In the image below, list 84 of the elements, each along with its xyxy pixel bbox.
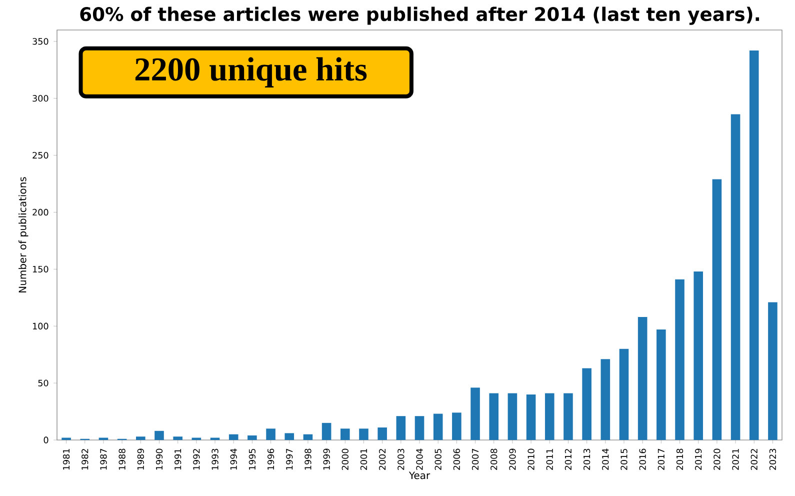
annotation: 2200 unique hits [135,57,367,88]
x-tick-label: 1998 [304,448,312,470]
bar [433,414,443,440]
bar [378,427,387,440]
x-tick-label: 1992 [193,449,200,470]
bar [544,393,554,440]
x-tick-label: 2006 [453,448,460,470]
x-tick-label: 1982 [82,449,88,470]
bar [340,428,350,440]
bar [508,393,518,440]
bar [303,434,313,440]
y-tick-label: 250 [32,152,48,159]
bar [712,179,722,440]
bar [675,279,684,440]
x-tick-label: 2001 [360,448,368,470]
x-tick-label: 2012 [564,449,572,470]
x-tick-label: 1990 [156,448,163,470]
y-axis-title: Number of publications [18,177,28,292]
x-tick-label: 2017 [658,448,665,470]
y-tick-label: 0 [44,436,48,444]
bar [694,271,704,440]
y-tick-label: 50 [38,380,48,386]
bar [619,348,629,440]
x-tick-label: 2023 [769,448,776,470]
bar [248,435,257,440]
bar [656,330,666,440]
x-tick-label: 2016 [639,448,646,470]
x-tick-label: 2009 [509,448,516,470]
x-tick-label: 2002 [379,449,386,470]
x-tick-label: 1987 [100,448,107,470]
bar [396,416,406,440]
x-tick-label: 1988 [118,448,126,470]
bar [600,359,610,440]
bar [638,317,648,440]
x-tick-label: 2020 [714,448,720,470]
x-tick-label: 1993 [212,448,218,470]
x-tick-label: 1991 [174,448,182,470]
bar [359,428,368,440]
x-tick-label: 1997 [286,448,293,470]
y-tick-label: 300 [32,95,48,102]
x-tick-label: 1989 [137,448,144,470]
bar [470,388,480,440]
x-tick-label: 2008 [490,448,498,470]
chart-title: 60% of these articles were published after 2014 (last ten years). [80,6,760,25]
x-tick-label: 2021 [732,448,739,470]
bar [489,393,499,440]
x-tick-label: 2007 [472,448,479,470]
x-tick-label: 2010 [528,448,534,470]
x-tick-label: 1995 [248,448,256,470]
bar [749,50,759,440]
bar [526,394,536,440]
x-tick-label: 1981 [62,448,70,470]
x-tick-label: 2004 [416,448,423,470]
x-tick-label: 2000 [342,448,348,470]
bar [768,302,778,440]
x-tick-label: 2013 [583,448,590,470]
bar [730,114,740,440]
bar [173,436,182,440]
bar [136,436,146,440]
bar [322,422,332,440]
bar [284,433,294,440]
y-tick-label: 200 [32,208,48,216]
x-tick-label: 2005 [434,448,442,470]
x-tick-label: 2015 [620,448,628,470]
x-tick-label: 2014 [602,448,609,470]
x-tick-label: 2018 [676,448,684,470]
bar [564,393,573,440]
x-tick-label: 1996 [267,448,274,470]
x-tick-label: 1999 [323,448,330,470]
x-tick-label: 2011 [546,448,553,470]
bar [582,368,592,440]
x-tick-label: 1994 [230,448,237,470]
bar [452,412,462,440]
x-axis-title: Year [408,472,430,480]
bar [414,416,424,440]
bar [228,434,238,440]
y-tick-label: 100 [32,322,48,330]
y-tick-label: 150 [32,266,48,272]
bar [154,430,164,440]
x-tick-label: 2022 [750,449,758,470]
bar [266,428,276,440]
y-tick-label: 350 [32,38,48,45]
x-tick-label: 2019 [695,448,702,470]
x-tick-label: 2003 [398,448,404,470]
